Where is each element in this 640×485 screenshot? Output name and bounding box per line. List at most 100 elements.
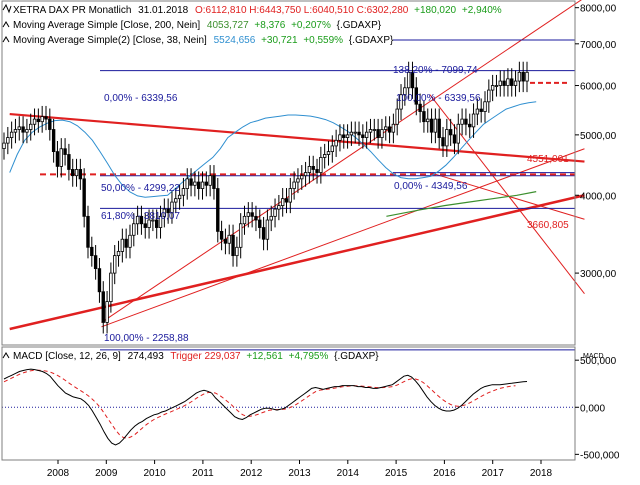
candle-body xyxy=(422,111,426,123)
candle-body xyxy=(437,118,441,138)
candle-body xyxy=(525,71,529,82)
legend-row-2: Moving Average Simple [Close, 200, Nein]… xyxy=(13,20,382,31)
x-tick-label: 2014 xyxy=(337,468,360,479)
price-tick-label: 3000,00 xyxy=(580,269,617,280)
legend-row-1: XETRA DAX PR Monatlich 31.01.2018 O:6112… xyxy=(13,5,502,16)
candle-body xyxy=(296,178,300,183)
candle-body xyxy=(71,169,75,177)
fib-138-label: 138,20% - 7099,74 xyxy=(393,65,478,76)
candle-body xyxy=(109,272,113,303)
candle-body xyxy=(384,126,388,130)
candle-body xyxy=(6,137,10,144)
candle-body xyxy=(170,201,174,214)
ma38-line xyxy=(9,101,537,198)
macd-tick-label: 500,000 xyxy=(580,356,617,367)
candle-body xyxy=(292,181,296,189)
candle-body xyxy=(90,246,94,257)
candle-body xyxy=(261,227,266,240)
x-tick-label: 2015 xyxy=(385,468,408,479)
candle-body xyxy=(116,251,121,257)
candle-body xyxy=(445,129,449,147)
candle-body xyxy=(166,208,170,214)
axes: 2008 2009 2010 2011 2012 2013 2014 2015 2016 2017… xyxy=(1,0,620,479)
candle-legend-icon xyxy=(2,3,12,14)
candle-body xyxy=(502,80,506,86)
candle-body xyxy=(517,71,522,82)
instrument-name: XETRA DAX PR Monatlich xyxy=(13,5,131,16)
candle-body xyxy=(487,89,491,103)
candle-body xyxy=(44,116,48,120)
candle-body xyxy=(93,255,98,270)
candle-body xyxy=(82,178,86,217)
candle-body xyxy=(113,255,117,274)
candle-body xyxy=(231,234,235,257)
candle-body xyxy=(380,129,384,138)
fib-100-top-label: 100,00% - 6339,56 xyxy=(396,93,481,104)
ma200-value: 4053,727 xyxy=(207,20,249,31)
price-tick-label: 8000,00 xyxy=(580,4,617,15)
candle-body xyxy=(494,85,499,87)
candle-body xyxy=(25,129,29,133)
candle-body xyxy=(498,80,502,86)
x-tick-label: 2016 xyxy=(433,468,456,479)
candle-body xyxy=(59,148,63,167)
fib-618-label: 61,80% - 3810,07 xyxy=(101,211,180,222)
trend-line-channel-upper xyxy=(101,0,582,323)
candle-body xyxy=(513,80,518,86)
price-change: +180,020 xyxy=(414,5,456,16)
candle-body xyxy=(342,134,346,138)
candle-body xyxy=(464,118,468,125)
fib-0-left-label: 0,00% - 6339,56 xyxy=(104,93,178,104)
candle-body xyxy=(181,188,186,196)
ma200-legend-icon xyxy=(2,21,10,28)
candle-body xyxy=(311,166,315,170)
macd-axis-label: MACD xyxy=(583,353,604,360)
x-tick-label: 2009 xyxy=(95,468,118,479)
candle-body xyxy=(67,154,71,170)
candle-body xyxy=(105,301,109,323)
x-tick-label: 2018 xyxy=(530,468,553,479)
candle-body xyxy=(280,198,285,206)
macd-legend: MACD [Close, 12, 26, 9] 274,493 Trigger … xyxy=(13,351,379,362)
candle-body xyxy=(460,118,464,125)
candle-body xyxy=(300,175,304,180)
candle-body xyxy=(387,126,392,133)
x-tick-label: 2008 xyxy=(47,468,70,479)
candle-body xyxy=(208,175,212,186)
price-tick-label: 4000,00 xyxy=(580,191,617,202)
candle-body xyxy=(315,169,319,173)
legend-row-3: Moving Average Simple(2) [Close, 38, Nei… xyxy=(13,35,394,46)
price-tick-label: 6000,00 xyxy=(580,82,617,93)
candle-body xyxy=(456,123,460,144)
candle-body xyxy=(235,246,239,257)
candle-body xyxy=(139,215,144,225)
price-tick-label: 5000,00 xyxy=(580,131,617,142)
ma38-ticker: {.GDAXP} xyxy=(349,35,394,46)
candle-body xyxy=(78,169,83,180)
trend-line-channel-lower xyxy=(101,148,585,328)
candle-body xyxy=(391,123,396,133)
candle-body xyxy=(349,131,354,136)
candle-body xyxy=(330,145,335,153)
candle-body xyxy=(322,154,327,158)
ma38-change: +30,721 xyxy=(261,35,298,46)
candle-body xyxy=(414,87,418,105)
trend-lines xyxy=(9,0,585,331)
candle-body xyxy=(357,131,361,136)
candle-body xyxy=(143,223,147,228)
candle-body xyxy=(151,219,155,222)
ma200-change: +8,376 xyxy=(254,20,285,31)
macd-change: +12,561 xyxy=(246,351,283,362)
candle-body xyxy=(334,139,338,147)
last-date: 31.01.2018 xyxy=(138,5,188,16)
macd-trigger: Trigger 229,037 xyxy=(170,351,241,362)
candle-body xyxy=(368,129,373,133)
ma38-legend-icon xyxy=(2,36,10,43)
candle-body xyxy=(490,85,495,91)
candle-body xyxy=(376,129,380,138)
candle-body xyxy=(32,118,37,125)
macd-trigger-line xyxy=(3,369,516,439)
candle-body xyxy=(204,181,209,186)
candle-body xyxy=(193,181,197,186)
price-candles xyxy=(2,61,529,334)
